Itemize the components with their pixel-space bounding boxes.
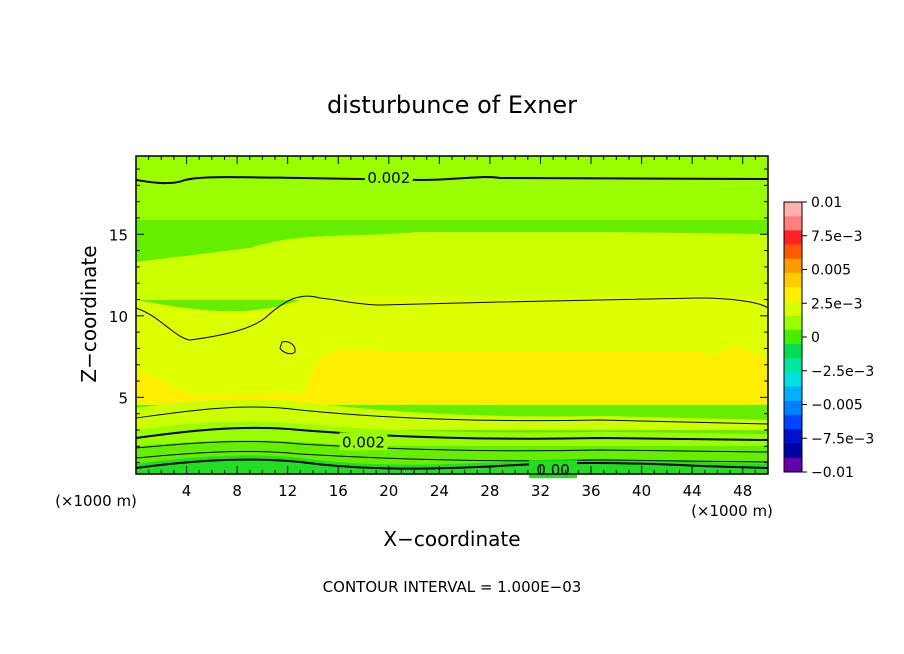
contour-label: 0.002	[342, 433, 385, 451]
colorbar-swatch	[784, 429, 802, 445]
colorbar-swatch	[784, 315, 802, 331]
colorbar-swatch	[784, 372, 802, 388]
x-axis-ticks: 4 8 12 16 20 24 28 32 36 40 44 48	[148, 156, 756, 500]
field-band-top	[136, 156, 768, 220]
colorbar-tick-label: −0.005	[811, 398, 863, 414]
contour-line	[135, 176, 769, 185]
field-band-max	[136, 346, 768, 404]
x-tick-label: 44	[683, 482, 702, 500]
colorbar-tick-label: −2.5e−3	[811, 364, 874, 380]
colorbar-swatch	[784, 329, 802, 345]
contour-line	[135, 458, 769, 470]
field-band-upper-mid	[136, 232, 768, 300]
x-axis-label: X−coordinate	[383, 527, 520, 551]
contour-label-bg	[364, 168, 413, 187]
contour-line	[135, 295, 769, 341]
contour-line	[135, 426, 769, 441]
colorbar-swatch	[784, 344, 802, 359]
colorbar-tick-label: 0.005	[811, 263, 851, 279]
colorbar-swatch	[784, 287, 802, 302]
colorbar-swatch	[784, 301, 802, 317]
colorbar-swatch	[784, 415, 802, 430]
x-tick-label: 4	[182, 482, 192, 500]
x-tick-label: 40	[632, 482, 651, 500]
contour-line	[135, 406, 769, 425]
x-tick-label: 16	[329, 482, 348, 500]
colorbar-swatch	[784, 216, 802, 231]
x-tick-label: 12	[278, 482, 297, 500]
colorbar-tick-label: 0	[811, 330, 820, 346]
contour-line	[279, 341, 296, 355]
y-tick-label: 15	[109, 226, 128, 244]
colorbar-tick-label: −0.01	[811, 465, 854, 481]
x-tick-label: 36	[581, 482, 600, 500]
colorbar-swatch	[784, 443, 802, 459]
colorbar-swatch	[784, 400, 802, 416]
colorbar-swatch	[784, 244, 802, 260]
x-unit-left: (×1000 m)	[55, 492, 137, 510]
field-band-lower1	[136, 399, 768, 430]
chart-title: disturbunce of Exner	[327, 91, 577, 119]
colorbar-tick-label: 2.5e−3	[811, 296, 863, 312]
contour-label-bg	[339, 432, 388, 451]
y-tick-label: 5	[118, 389, 128, 407]
colorbar-swatch	[784, 202, 802, 217]
contour-label: 0.002	[367, 169, 410, 187]
x-tick-label: 8	[232, 482, 242, 500]
field-band-lower2	[136, 421, 768, 446]
colorbar-swatch	[784, 230, 802, 246]
x-unit-right: (×1000 m)	[691, 502, 773, 520]
colorbar: 0.01 7.5e−3 0.005 2.5e−3 0 −2.5e−3 −0.005 −7.5e…	[783, 195, 874, 481]
x-tick-label: 32	[531, 482, 550, 500]
contour-line	[135, 440, 769, 453]
x-tick-label: 28	[480, 482, 499, 500]
y-tick-label: 10	[109, 308, 128, 326]
colorbar-tick-label: −7.5e−3	[811, 431, 874, 447]
colorbar-swatch	[784, 386, 802, 402]
y-axis-ticks: 5 10 15	[109, 168, 768, 464]
colorbar-tick-label: 7.5e−3	[811, 229, 863, 245]
x-tick-label: 48	[733, 482, 752, 500]
y-axis-label: Z−coordinate	[77, 245, 101, 382]
colorbar-swatch	[784, 358, 802, 374]
contour-interval-note: CONTOUR INTERVAL = 1.000E−03	[323, 578, 582, 596]
colorbar-swatch	[784, 258, 802, 274]
colorbar-tick-label: 0.01	[811, 195, 842, 211]
colorbar-swatch	[784, 273, 802, 288]
colorbar-swatch	[784, 457, 802, 473]
x-tick-label: 20	[379, 482, 398, 500]
x-tick-label: 24	[430, 482, 449, 500]
